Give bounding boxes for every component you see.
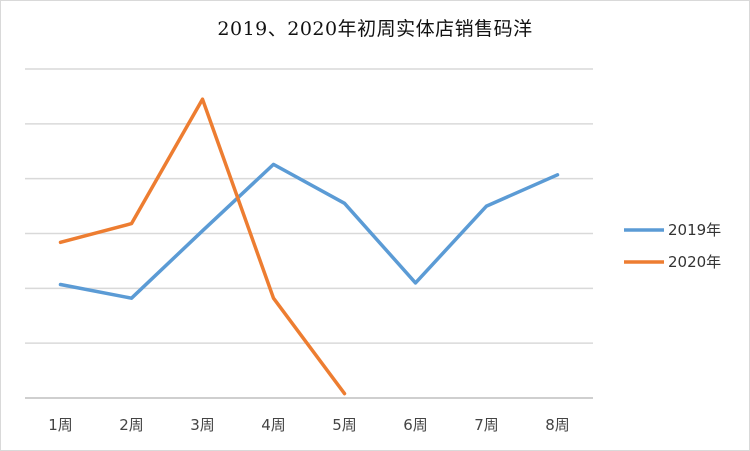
x-tick-label: 4周 [261, 416, 286, 434]
series-line-2 [58, 97, 347, 396]
chart-title: 2019、2020年初周实体店销售码洋 [217, 18, 533, 40]
legend: 2019年 2020年 [624, 221, 721, 271]
x-tick-label: 7周 [474, 416, 499, 434]
x-axis-ticks: 1周 2周 3周 4周 5周 6周 7周 8周 [48, 416, 570, 434]
x-tick-label: 3周 [190, 416, 215, 434]
x-tick-label: 6周 [403, 416, 428, 434]
gridlines [25, 68, 593, 399]
x-tick-label: 2周 [119, 416, 144, 434]
series-line-1 [58, 162, 560, 300]
x-tick-label: 1周 [48, 416, 73, 434]
series-lines [58, 97, 560, 396]
x-tick-label: 8周 [545, 416, 570, 434]
legend-label: 2020年 [668, 253, 721, 271]
legend-label: 2019年 [668, 221, 721, 239]
x-tick-label: 5周 [332, 416, 357, 434]
